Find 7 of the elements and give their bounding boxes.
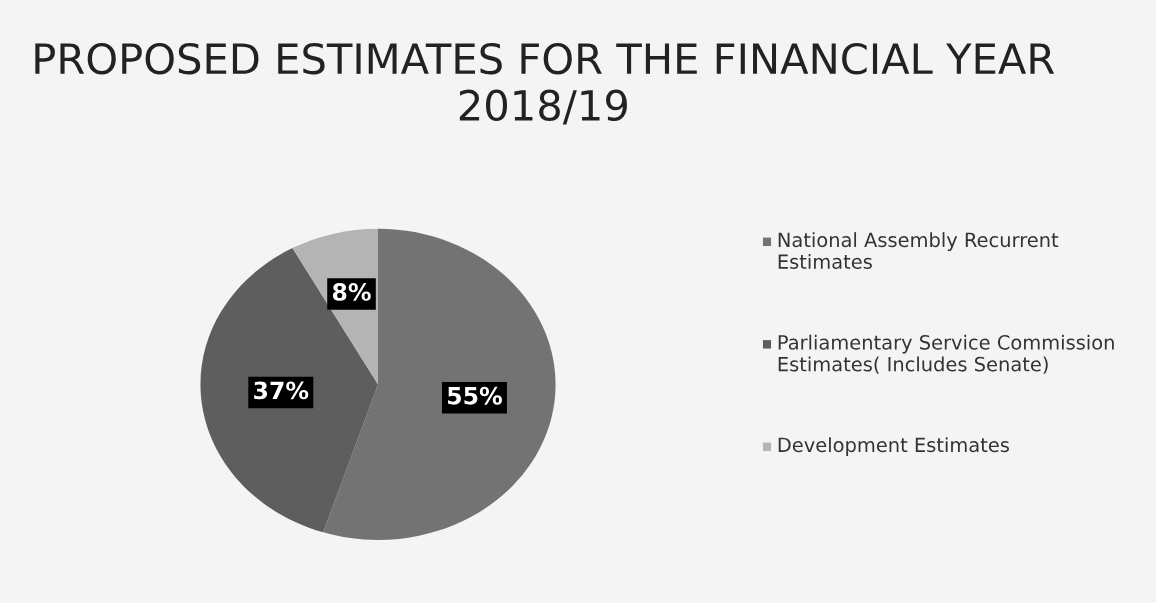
legend-label: National Assembly Recurrent Estimates [778, 232, 1059, 269]
data-label: 55% [448, 386, 502, 405]
data-label: 37% [254, 381, 309, 400]
legend-label: Parliamentary Service Commission Estimates( Includes Senate) [778, 334, 1114, 374]
data-label: 8% [332, 282, 371, 301]
chart-title: PROPOSED ESTIMATES FOR THE FINANCIAL YEAR 2018/19 [35, 42, 1055, 125]
legend-label: Development Estimates [778, 437, 1009, 456]
